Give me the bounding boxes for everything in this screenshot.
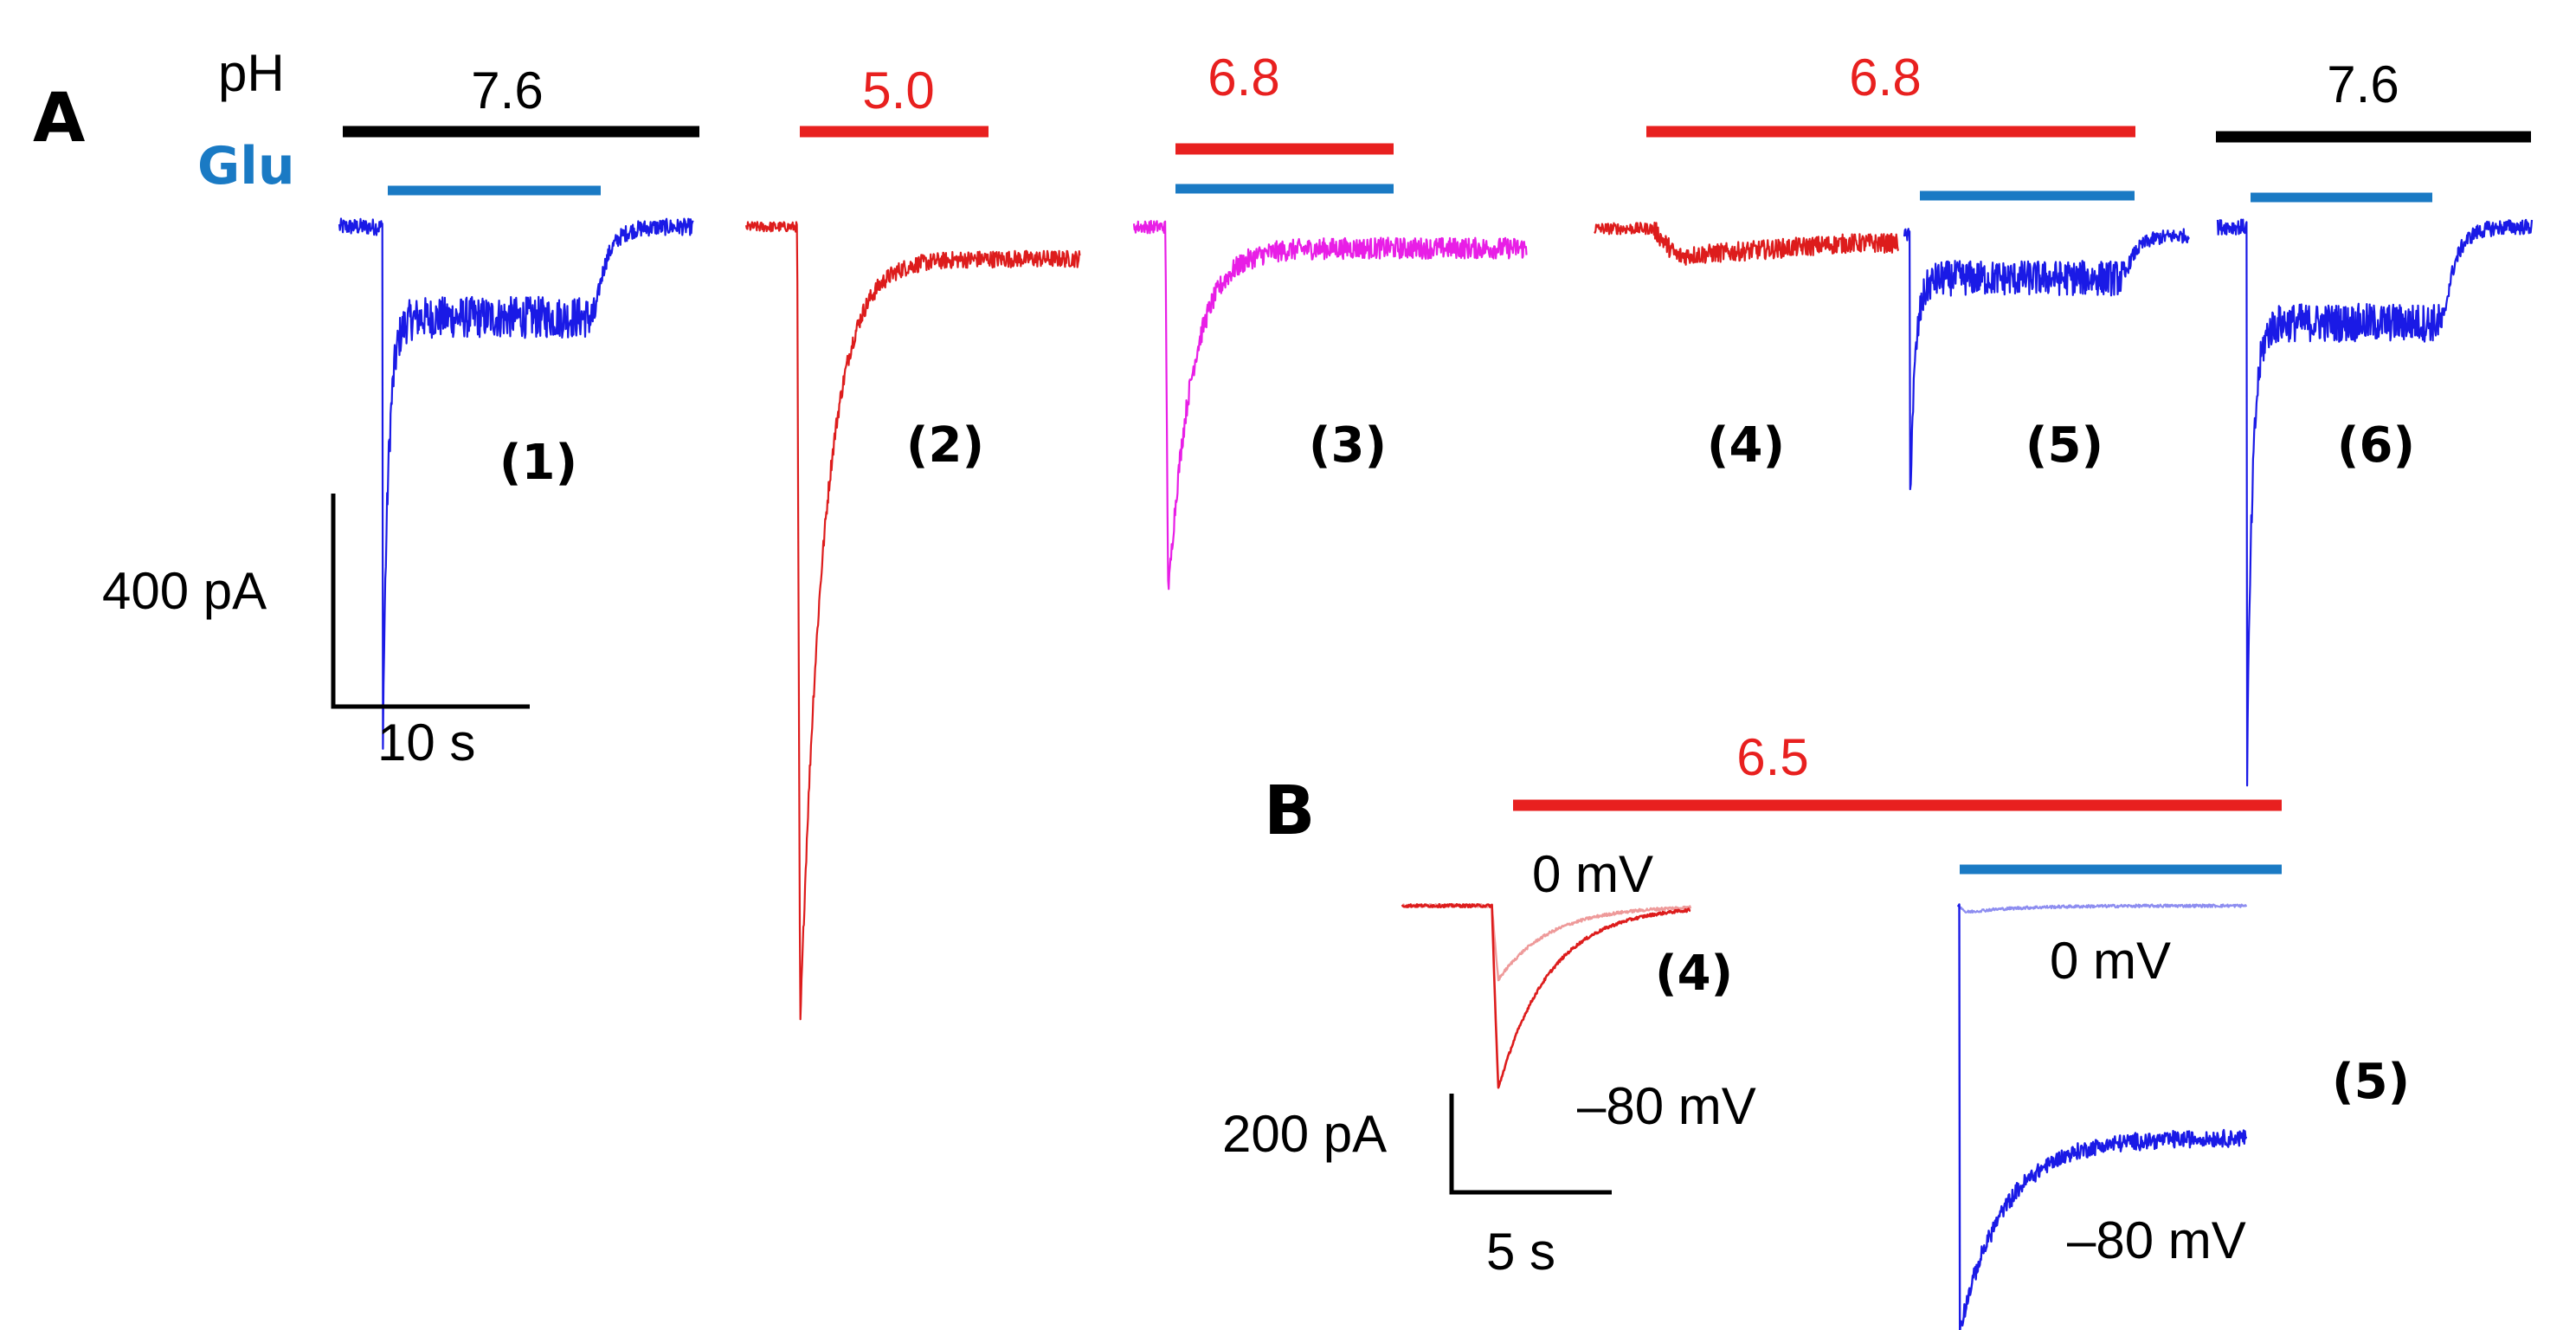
scale-bar-b-time: 5 s [1486,1223,1555,1281]
ph-value-3: 6.8 [1208,48,1279,107]
trace-label-1: (1) [499,435,577,491]
trace-4 [1594,222,1900,266]
b-trace-5-zero [1956,903,2248,914]
b-trace-5-neg [1957,903,2248,1330]
trace-3 [1132,220,1528,591]
glu-row-label: Glu [197,136,295,197]
trace-label-2: (2) [906,417,984,474]
ph-value-1: 7.6 [471,61,543,119]
trace-5 [1903,228,2190,491]
trace-label-6: (6) [2337,417,2415,474]
b-trace-5-neg-label: –80 mV [2067,1211,2246,1269]
ph-value-4-5: 6.8 [1849,48,1921,107]
trace-label-3: (3) [1309,417,1387,474]
ph-value-6: 7.6 [2327,55,2399,113]
panel-b-ph-value: 6.5 [1736,728,1808,786]
b-trace-4-zero-label: 0 mV [1532,845,1653,903]
b-trace-5-zero-label: 0 mV [2050,932,2171,990]
panel-b-label: B [1264,772,1315,850]
trace-label-5: (5) [2025,417,2103,474]
trace-1 [338,217,694,750]
b-trace-5-label: (5) [2332,1054,2410,1110]
ph-value-2: 5.0 [862,61,934,119]
ph-row-label: pH [218,44,285,102]
scale-bar-a [331,494,530,709]
trace-label-4: (4) [1707,417,1785,474]
b-trace-4-label: (4) [1655,946,1733,1002]
scale-bar-a-current: 400 pA [102,562,267,620]
b-trace-4-neg [1401,903,1691,1089]
scale-bar-b [1449,1094,1612,1195]
panel-a-label: A [33,80,85,158]
scale-bar-b-current: 200 pA [1222,1105,1387,1163]
b-trace-4-neg-label: –80 mV [1577,1077,1756,1135]
scale-bar-a-time: 10 s [377,713,475,772]
panel-b-traces [1401,903,2248,1330]
trace-6 [2216,218,2534,787]
panel-a-traces [338,217,2534,1021]
trace-2 [744,221,1081,1021]
